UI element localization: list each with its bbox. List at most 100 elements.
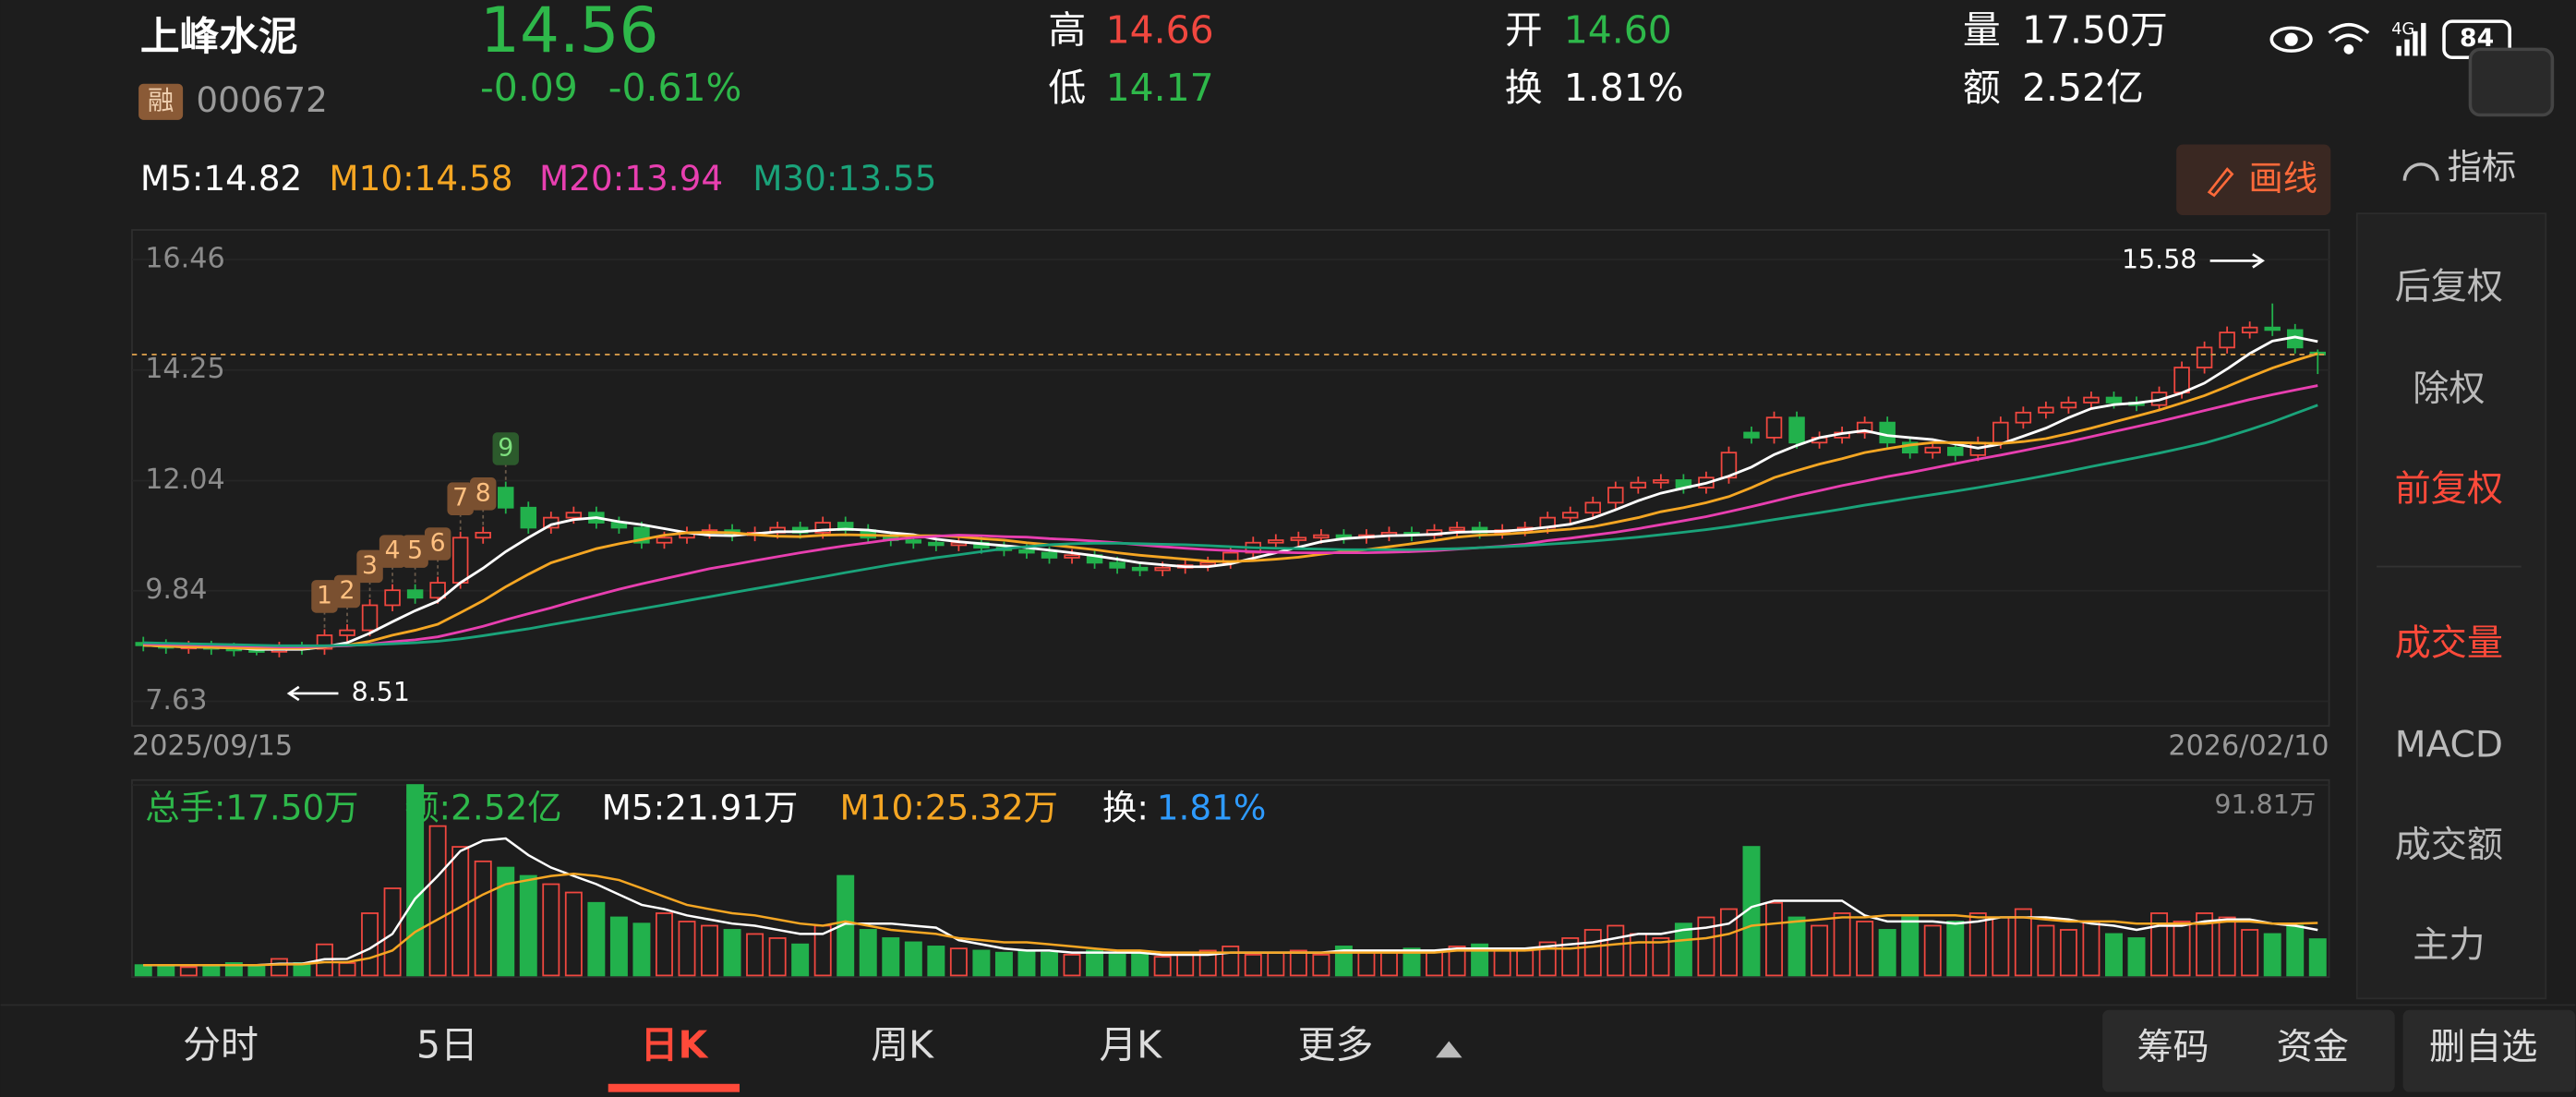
side-item[interactable]: 后复权 [2395,267,2503,308]
side-item[interactable]: 成交额 [2395,825,2503,866]
volume-bar [609,916,628,977]
volume-bar [994,951,1013,977]
eye-icon [2269,26,2313,53]
change: -0.09 [480,66,578,110]
candle-body [406,589,424,599]
change-pct: -0.61% [608,66,742,110]
volume-bar [134,964,152,977]
candle-body [2219,332,2235,349]
side-item-active[interactable]: 成交量 [2395,622,2503,664]
volume-bar [1108,954,1126,977]
volume-bar [1607,924,1625,977]
volume-bar [723,929,741,977]
signal-bar [2413,30,2418,56]
volume-bar [678,921,696,977]
tab-active[interactable]: 日K [641,1023,709,1067]
volume-bar [1289,949,1307,977]
tab[interactable]: 周K [871,1023,934,1067]
volume-bar [949,947,968,977]
battery: 84 [2460,24,2494,53]
volume-bar [791,943,810,977]
streak-label: 6 [430,528,446,557]
volume-bar [837,874,855,977]
draw-button-label[interactable]: 画线 [2248,158,2317,199]
candle-body [1992,421,2009,444]
side-item[interactable]: 主力 [2413,925,2485,967]
candle-body [1743,431,1760,439]
amount: 2.52亿 [2022,66,2144,110]
candle-body [814,522,831,534]
volume-legend: 换: [1102,787,1149,827]
candle-body [1268,539,1284,544]
volume-bar [2037,924,2055,977]
volume-bar [1946,921,1965,977]
stock-name: 上峰水泥 [140,14,298,60]
volume-bar [2127,937,2146,977]
streak-label: 4 [385,536,401,565]
candle-body [1924,446,1941,454]
ma-legend: M10:14.58 [329,158,512,199]
candle-body [1901,441,1919,454]
candle-body [1109,561,1125,569]
turnover-label: 换 [1505,66,1543,110]
volume-bar [2263,933,2281,977]
volume-bar [1901,916,1920,977]
indicator-button[interactable]: 指标 [2448,147,2517,187]
volume-frame [131,778,2330,979]
candle-body [565,512,583,519]
more-arrow [1436,1041,1463,1058]
volume-legend: 总手:17.50万 [145,787,358,827]
min-label: 8.51 [352,677,410,707]
bottom-button[interactable]: 删自选 [2429,1027,2537,1068]
candle-body [1199,561,1216,566]
volume-legend: M5:21.91万 [602,787,799,827]
volume-bar [1448,946,1466,977]
y-tick-label: 16.46 [145,242,225,274]
candle-body [1788,416,1805,444]
volume-bar [1153,956,1172,977]
volume-bar [927,946,945,977]
volume-bar [1719,908,1738,977]
side-icon-button[interactable] [2468,47,2555,117]
volume-bar [2241,929,2259,977]
ma-legend: M5:14.82 [140,158,302,199]
bottom-button[interactable]: 筹码 [2137,1027,2209,1068]
tab[interactable]: 5日 [416,1023,478,1067]
volume-bar [2286,924,2305,977]
high-label: 高 [1048,8,1086,53]
candle-body [1018,548,1035,554]
candle-body [2038,406,2054,414]
candle-body [1879,421,1896,444]
volume-bar [202,964,221,977]
tab[interactable]: 分时 [183,1023,259,1067]
ma-line [143,384,2318,648]
side-item-active[interactable]: 前复权 [2395,468,2503,510]
streak-label: 5 [407,536,423,565]
candle-body [361,604,379,632]
streak-label: 2 [340,576,355,605]
volume-bar [1063,954,1081,977]
volume-bar [972,949,991,977]
volume-bar [2105,933,2123,977]
bottom-button[interactable]: 资金 [2277,1027,2349,1068]
y-tick-label: 14.25 [145,353,225,385]
tab[interactable]: 月K [1099,1023,1162,1067]
volume-bar [1788,916,1806,977]
candle-body [1449,526,1465,532]
tab[interactable]: 更多 [1298,1023,1374,1067]
volume-bar [542,883,560,977]
side-item[interactable]: 除权 [2413,368,2485,410]
candle-body [1561,512,1579,519]
volume-bar [1244,954,1262,977]
volume-legend: 1.81% [1157,787,1267,827]
side-item[interactable]: MACD [2395,725,2503,766]
volume-bar [1017,949,1036,977]
candle-body [1765,416,1783,439]
volume-bar [655,912,673,977]
candle-body [1131,566,1149,572]
volume-bar [179,966,198,977]
draw-button[interactable] [2176,144,2331,215]
volume-bar [1131,951,1150,977]
network: 4G [2391,19,2414,39]
